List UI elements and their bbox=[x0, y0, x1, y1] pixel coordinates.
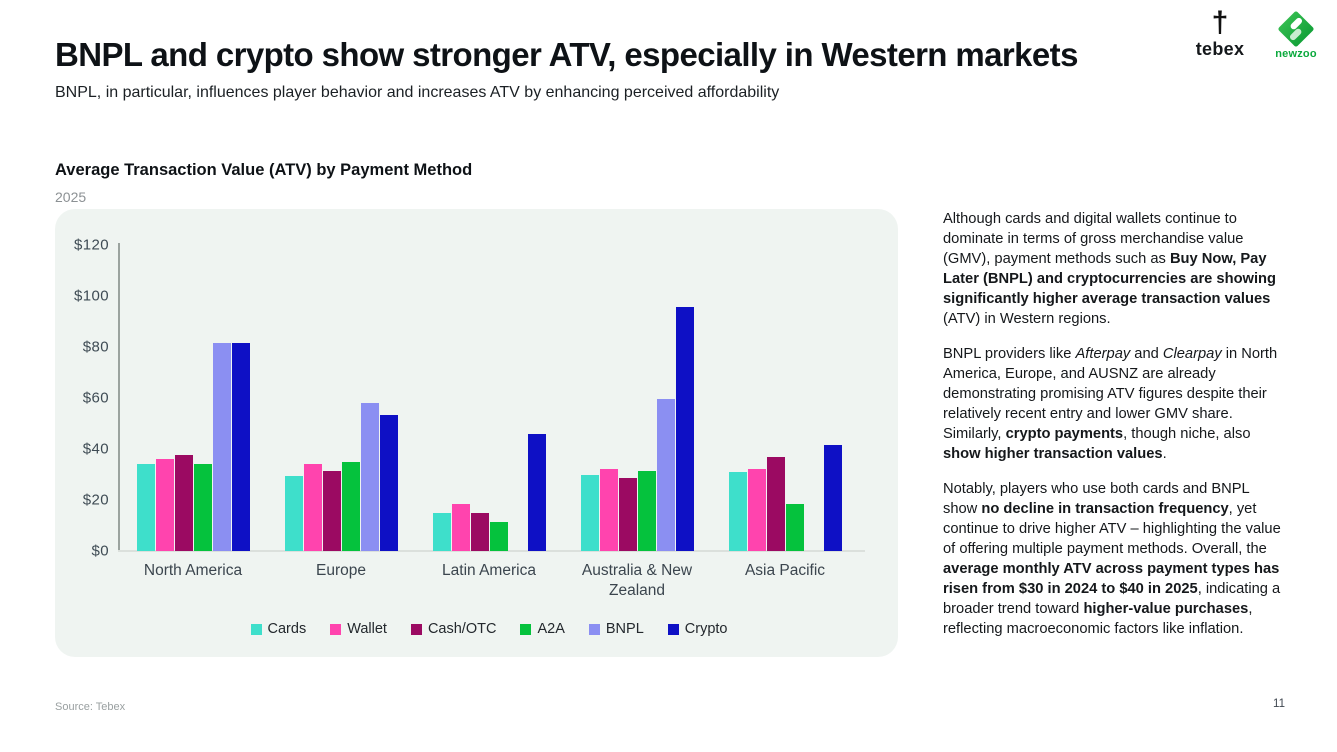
bar-a2a-europe bbox=[341, 461, 360, 551]
bar-wallet-australia-new-zealand bbox=[599, 469, 618, 551]
x-axis-label-asia-pacific: Asia Pacific bbox=[744, 562, 826, 579]
bar-a2a-latin-america bbox=[489, 521, 508, 551]
y-tick-label-40: $40 bbox=[82, 440, 109, 458]
page-number: 11 bbox=[1273, 698, 1285, 710]
bar-cards-latin-america bbox=[432, 512, 451, 551]
chart-panel: $0 $20 $40 $60 $80 $100 $120 Cards Wallet Cash/O… bbox=[55, 209, 898, 657]
bar-a2a-asia-pacific bbox=[785, 503, 804, 551]
bar-wallet-latin-america bbox=[451, 503, 470, 551]
x-axis-label-latin-america: Latin America bbox=[442, 562, 536, 579]
bar-crypto-australia-new-zealand bbox=[675, 307, 694, 551]
bar-bnpl-australia-new-zealand bbox=[656, 399, 675, 551]
tebex-logo-text: tebex bbox=[1195, 39, 1245, 59]
y-tick-label-120: $120 bbox=[74, 236, 109, 254]
legend-label-crypto: Crypto bbox=[684, 621, 728, 637]
legend-swatch-cards bbox=[250, 623, 262, 635]
commentary-paragraph-2: BNPL providers like Afterpay and Clearpa… bbox=[943, 346, 1278, 462]
commentary: Although cards and digital wallets conti… bbox=[943, 209, 1284, 639]
page-subtitle: BNPL, in particular, influences player b… bbox=[55, 84, 780, 101]
chart-legend: Cards Wallet Cash/OTC A2A BNPL Crypto bbox=[119, 621, 859, 637]
logo-group: † tebex newzoo bbox=[1189, 8, 1321, 61]
newzoo-diamond-icon bbox=[1278, 11, 1314, 47]
legend-label-bnpl: BNPL bbox=[605, 621, 644, 637]
bar-wallet-europe bbox=[303, 464, 322, 551]
bar-a2a-north-america bbox=[193, 464, 212, 551]
x-axis-label-europe: Europe bbox=[316, 562, 366, 579]
tebex-dagger-icon: † bbox=[1211, 6, 1229, 39]
bar-a2a-australia-new-zealand bbox=[637, 470, 656, 551]
x-axis-label-australia-new-zealand: Australia & New Zealand bbox=[581, 562, 693, 599]
legend-item-cash-otc: Cash/OTC bbox=[410, 621, 497, 637]
bar-group-asia-pacific bbox=[711, 245, 859, 551]
bar-group-europe bbox=[267, 245, 415, 551]
commentary-paragraph-3: Notably, players who use both cards and … bbox=[943, 481, 1281, 637]
y-tick-label-20: $20 bbox=[82, 491, 109, 509]
bar-group-north-america bbox=[119, 245, 267, 551]
commentary-paragraph-1: Although cards and digital wallets conti… bbox=[943, 211, 1276, 327]
bar-cash-otc-europe bbox=[322, 470, 341, 551]
bar-cards-asia-pacific bbox=[728, 471, 747, 551]
legend-item-wallet: Wallet bbox=[330, 621, 387, 637]
bar-crypto-latin-america bbox=[527, 433, 546, 551]
bar-cards-north-america bbox=[136, 464, 155, 551]
bar-crypto-asia-pacific bbox=[823, 445, 842, 551]
bar-cash-otc-australia-new-zealand bbox=[618, 478, 637, 551]
x-axis-label-north-america: North America bbox=[143, 562, 243, 579]
tebex-logo: † tebex bbox=[1189, 8, 1251, 60]
legend-item-bnpl: BNPL bbox=[588, 621, 644, 637]
bar-bnpl-north-america bbox=[212, 343, 231, 551]
y-tick-label-60: $60 bbox=[82, 389, 109, 407]
bar-wallet-asia-pacific bbox=[747, 469, 766, 551]
source-note: Source: Tebex bbox=[55, 701, 126, 713]
y-axis-line bbox=[118, 243, 120, 551]
bar-wallet-north-america bbox=[155, 459, 174, 551]
y-tick-label-100: $100 bbox=[74, 287, 109, 305]
newzoo-logo-text: newzoo bbox=[1275, 48, 1317, 60]
legend-item-a2a: A2A bbox=[520, 621, 565, 637]
bar-cards-australia-new-zealand bbox=[580, 474, 599, 551]
legend-swatch-a2a bbox=[520, 623, 532, 635]
plot-area bbox=[119, 245, 859, 551]
bar-crypto-europe bbox=[379, 414, 398, 551]
legend-swatch-wallet bbox=[330, 623, 342, 635]
bar-group-australia-new-zealand bbox=[563, 245, 711, 551]
y-tick-label-0: $0 bbox=[91, 542, 109, 560]
legend-swatch-cash-otc bbox=[410, 623, 422, 635]
chart-year-label: 2025 bbox=[55, 189, 87, 205]
y-axis-ticks: $0 $20 $40 $60 $80 $100 $120 bbox=[55, 237, 109, 560]
newzoo-logo: newzoo bbox=[1271, 11, 1321, 60]
bar-cash-otc-asia-pacific bbox=[766, 456, 785, 551]
legend-item-crypto: Crypto bbox=[667, 621, 728, 637]
legend-label-cards: Cards bbox=[267, 621, 307, 637]
y-tick-label-80: $80 bbox=[82, 338, 109, 356]
chart-title: Average Transaction Value (ATV) by Payme… bbox=[55, 161, 473, 179]
bar-cash-otc-north-america bbox=[174, 455, 193, 551]
legend-label-a2a: A2A bbox=[537, 621, 565, 637]
bar-crypto-north-america bbox=[231, 343, 250, 551]
bar-bnpl-europe bbox=[360, 403, 379, 551]
bar-cards-europe bbox=[284, 475, 303, 551]
page-title: BNPL and crypto show stronger ATV, espec… bbox=[55, 36, 1078, 73]
legend-swatch-crypto bbox=[667, 623, 679, 635]
legend-item-cards: Cards bbox=[250, 621, 307, 637]
legend-label-wallet: Wallet bbox=[347, 621, 387, 637]
legend-swatch-bnpl bbox=[588, 623, 600, 635]
x-axis-line bbox=[118, 550, 865, 552]
legend-label-cash-otc: Cash/OTC bbox=[427, 621, 497, 637]
bar-group-latin-america bbox=[415, 245, 563, 551]
bar-cash-otc-latin-america bbox=[470, 512, 489, 551]
